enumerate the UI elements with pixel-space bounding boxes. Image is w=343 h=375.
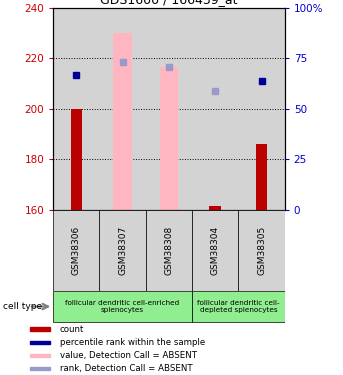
Bar <box>53 8 99 210</box>
Text: value, Detection Call = ABSENT: value, Detection Call = ABSENT <box>60 351 197 360</box>
Bar <box>99 8 146 210</box>
Title: GDS1600 / 166439_at: GDS1600 / 166439_at <box>100 0 238 6</box>
Bar <box>146 8 192 210</box>
Text: percentile rank within the sample: percentile rank within the sample <box>60 338 205 346</box>
Bar <box>256 144 267 210</box>
Bar <box>192 8 238 210</box>
Bar <box>160 67 178 210</box>
Bar <box>30 354 50 357</box>
Text: follicular dendritic cell-enriched
splenocytes: follicular dendritic cell-enriched splen… <box>66 300 180 313</box>
Bar <box>238 210 285 291</box>
Bar <box>53 210 99 291</box>
Bar <box>192 210 238 291</box>
Bar <box>30 327 50 331</box>
Text: GSM38308: GSM38308 <box>164 226 174 275</box>
Bar <box>30 367 50 370</box>
Bar <box>210 206 221 210</box>
Text: rank, Detection Call = ABSENT: rank, Detection Call = ABSENT <box>60 364 192 373</box>
Bar <box>71 109 82 210</box>
Bar <box>53 291 192 322</box>
Text: GSM38307: GSM38307 <box>118 226 127 275</box>
Bar <box>192 291 285 322</box>
Bar <box>113 33 132 210</box>
Text: count: count <box>60 324 84 334</box>
Text: cell type: cell type <box>3 302 43 311</box>
Text: GSM38305: GSM38305 <box>257 226 266 275</box>
Text: follicular dendritic cell-
depleted splenocytes: follicular dendritic cell- depleted sple… <box>197 300 280 313</box>
Bar <box>30 340 50 344</box>
Text: GSM38306: GSM38306 <box>72 226 81 275</box>
Bar <box>99 210 146 291</box>
Text: GSM38304: GSM38304 <box>211 226 220 275</box>
Bar <box>146 210 192 291</box>
Bar <box>238 8 285 210</box>
